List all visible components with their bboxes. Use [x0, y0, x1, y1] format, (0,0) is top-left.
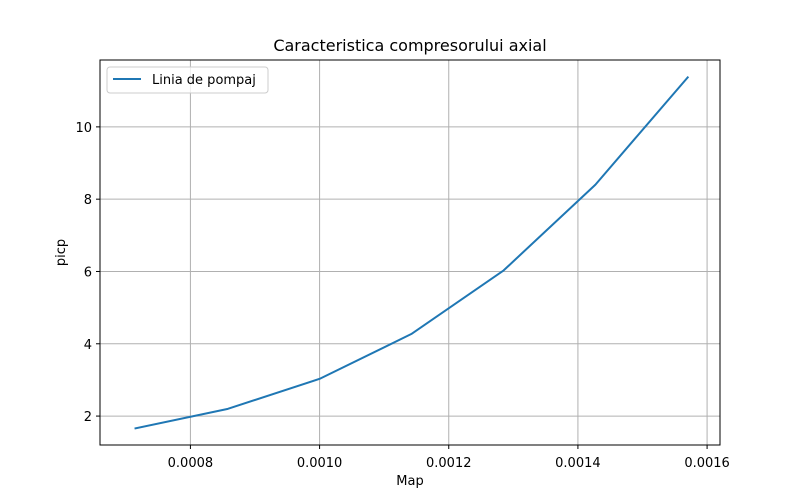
y-axis-ticks: 2 4 6 8 10: [75, 121, 100, 425]
x-tick-label: 0.0016: [684, 456, 730, 471]
y-tick-label: 6: [84, 265, 92, 280]
legend-box: [106, 66, 269, 94]
y-tick-label: 4: [84, 338, 92, 353]
x-tick-label: 0.0014: [555, 456, 601, 471]
y-tick-label: 8: [84, 193, 92, 208]
x-axis-label: Map: [396, 474, 423, 489]
legend: Linia de pompaj: [106, 66, 269, 94]
grid: [100, 60, 720, 445]
x-axis-ticks: 0.0008 0.0010 0.0012 0.0014 0.0016: [168, 445, 730, 471]
legend-label: Linia de pompaj: [152, 73, 256, 88]
x-tick-label: 0.0010: [297, 456, 343, 471]
x-tick-label: 0.0012: [426, 456, 472, 471]
y-tick-label: 10: [75, 121, 92, 136]
y-tick-label: 2: [84, 410, 92, 425]
plot-area-frame: [99, 59, 721, 446]
series-layer: [134, 75, 690, 430]
x-tick-label: 0.0008: [168, 456, 214, 471]
chart-title: Caracteristica compresorului axial: [273, 36, 546, 55]
series-line-0: [134, 75, 690, 430]
y-axis-label: picp: [54, 239, 69, 266]
